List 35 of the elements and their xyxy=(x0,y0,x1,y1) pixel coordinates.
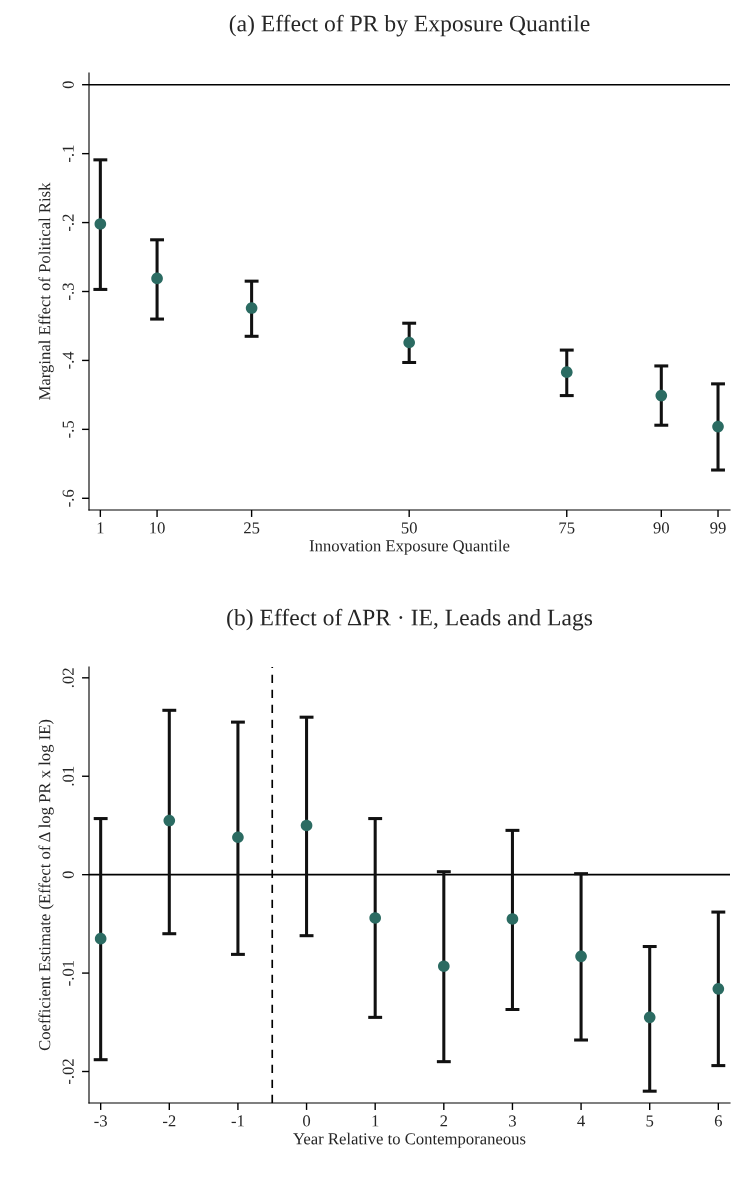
y-tick-label: 0 xyxy=(62,81,74,89)
y-tick-label: 0 xyxy=(62,871,74,879)
chart-title: (a) Effect of PR by Exposure Quantile xyxy=(229,14,590,37)
y-tick-label: -.5 xyxy=(62,420,74,438)
y-tick-label: -.3 xyxy=(62,283,74,300)
x-tick-label: -3 xyxy=(94,1115,107,1127)
x-tick-label: -1 xyxy=(231,1115,244,1127)
y-axis-title: Coefficient Estimate (Effect of Δ log PR x log IE) xyxy=(38,719,54,1051)
y-tick-label: -.2 xyxy=(62,214,74,231)
x-tick-label: -2 xyxy=(162,1115,176,1127)
x-tick-label: 50 xyxy=(401,522,417,534)
y-tick-label: .01 xyxy=(62,766,74,786)
y-tick-label: -.4 xyxy=(62,351,74,369)
y-tick-label: -.01 xyxy=(62,960,74,986)
y-tick-label: -.02 xyxy=(62,1059,74,1085)
x-tick-label: 99 xyxy=(710,522,726,534)
x-axis-title: Year Relative to Contemporaneous xyxy=(293,1132,526,1148)
x-axis-title: Innovation Exposure Quantile xyxy=(309,539,510,555)
x-tick-label: 5 xyxy=(646,1115,654,1127)
x-tick-label: 90 xyxy=(653,522,669,534)
x-tick-label: 0 xyxy=(303,1115,311,1127)
chart-title: (b) Effect of ΔPR · IE, Leads and Lags xyxy=(227,608,593,631)
x-tick-label: 25 xyxy=(244,522,260,534)
y-tick-label: -.6 xyxy=(62,489,74,507)
x-tick-label: 1 xyxy=(97,522,104,534)
x-tick-label: 3 xyxy=(509,1115,516,1127)
x-tick-label: 10 xyxy=(150,522,165,534)
y-tick-label: .02 xyxy=(62,668,74,688)
x-tick-label: 2 xyxy=(440,1115,448,1127)
x-tick-label: 1 xyxy=(372,1115,379,1127)
x-tick-label: 4 xyxy=(577,1115,585,1127)
y-axis-title: Marginal Effect of Political Risk xyxy=(38,182,54,400)
x-tick-label: 6 xyxy=(714,1115,722,1127)
y-tick-label: -.1 xyxy=(62,145,74,163)
x-tick-label: 75 xyxy=(559,522,575,534)
